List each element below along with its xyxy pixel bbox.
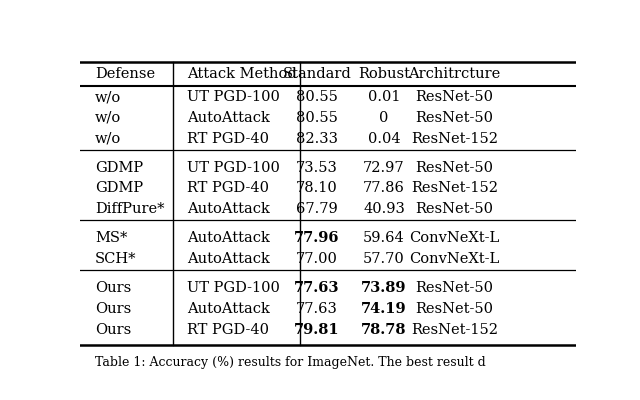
Text: SCH*: SCH* [95,252,136,266]
Text: AutoAttack: AutoAttack [187,252,269,266]
Text: Ours: Ours [95,281,131,295]
Text: ResNet-50: ResNet-50 [415,90,493,104]
Text: 73.53: 73.53 [296,161,338,175]
Text: AutoAttack: AutoAttack [187,202,269,216]
Text: 80.55: 80.55 [296,90,338,104]
Text: 0.01: 0.01 [368,90,400,104]
Text: Ours: Ours [95,302,131,316]
Text: MS*: MS* [95,231,127,245]
Text: AutoAttack: AutoAttack [187,302,269,316]
Text: ResNet-50: ResNet-50 [415,111,493,125]
Text: 77.00: 77.00 [296,252,338,266]
Text: Table 1: Accuracy (%) results for ImageNet. The best result d: Table 1: Accuracy (%) results for ImageN… [95,356,486,369]
Text: 74.19: 74.19 [361,302,407,316]
Text: Standard: Standard [283,67,351,81]
Text: DiffPure*: DiffPure* [95,202,164,216]
Text: AutoAttack: AutoAttack [187,111,269,125]
Text: w/o: w/o [95,132,121,146]
Text: 72.97: 72.97 [364,161,405,175]
Text: 78.10: 78.10 [296,182,338,196]
Text: 77.63: 77.63 [294,281,340,295]
Text: ResNet-50: ResNet-50 [415,161,493,175]
Text: AutoAttack: AutoAttack [187,231,269,245]
Text: Ours: Ours [95,322,131,336]
Text: 0: 0 [380,111,388,125]
Text: 59.64: 59.64 [363,231,405,245]
Text: 57.70: 57.70 [363,252,405,266]
Text: RT PGD-40: RT PGD-40 [187,182,269,196]
Text: UT PGD-100: UT PGD-100 [187,281,280,295]
Text: ConvNeXt-L: ConvNeXt-L [410,231,500,245]
Text: RT PGD-40: RT PGD-40 [187,132,269,146]
Text: ResNet-152: ResNet-152 [411,132,498,146]
Text: UT PGD-100: UT PGD-100 [187,90,280,104]
Text: 78.78: 78.78 [362,322,407,336]
Text: ResNet-50: ResNet-50 [415,202,493,216]
Text: 77.86: 77.86 [363,182,405,196]
Text: 77.96: 77.96 [294,231,340,245]
Text: 67.79: 67.79 [296,202,338,216]
Text: 40.93: 40.93 [363,202,405,216]
Text: UT PGD-100: UT PGD-100 [187,161,280,175]
Text: GDMP: GDMP [95,161,143,175]
Text: ResNet-152: ResNet-152 [411,322,498,336]
Text: 77.63: 77.63 [296,302,338,316]
Text: RT PGD-40: RT PGD-40 [187,322,269,336]
Text: ConvNeXt-L: ConvNeXt-L [410,252,500,266]
Text: Architrcture: Architrcture [408,67,500,81]
Text: Defense: Defense [95,67,155,81]
Text: 82.33: 82.33 [296,132,338,146]
Text: Robust: Robust [358,67,410,81]
Text: 73.89: 73.89 [362,281,407,295]
Text: 80.55: 80.55 [296,111,338,125]
Text: w/o: w/o [95,111,121,125]
Text: ResNet-50: ResNet-50 [415,281,493,295]
Text: ResNet-50: ResNet-50 [415,302,493,316]
Text: 0.04: 0.04 [368,132,401,146]
Text: GDMP: GDMP [95,182,143,196]
Text: 79.81: 79.81 [294,322,340,336]
Text: ResNet-152: ResNet-152 [411,182,498,196]
Text: Attack Method: Attack Method [187,67,296,81]
Text: w/o: w/o [95,90,121,104]
